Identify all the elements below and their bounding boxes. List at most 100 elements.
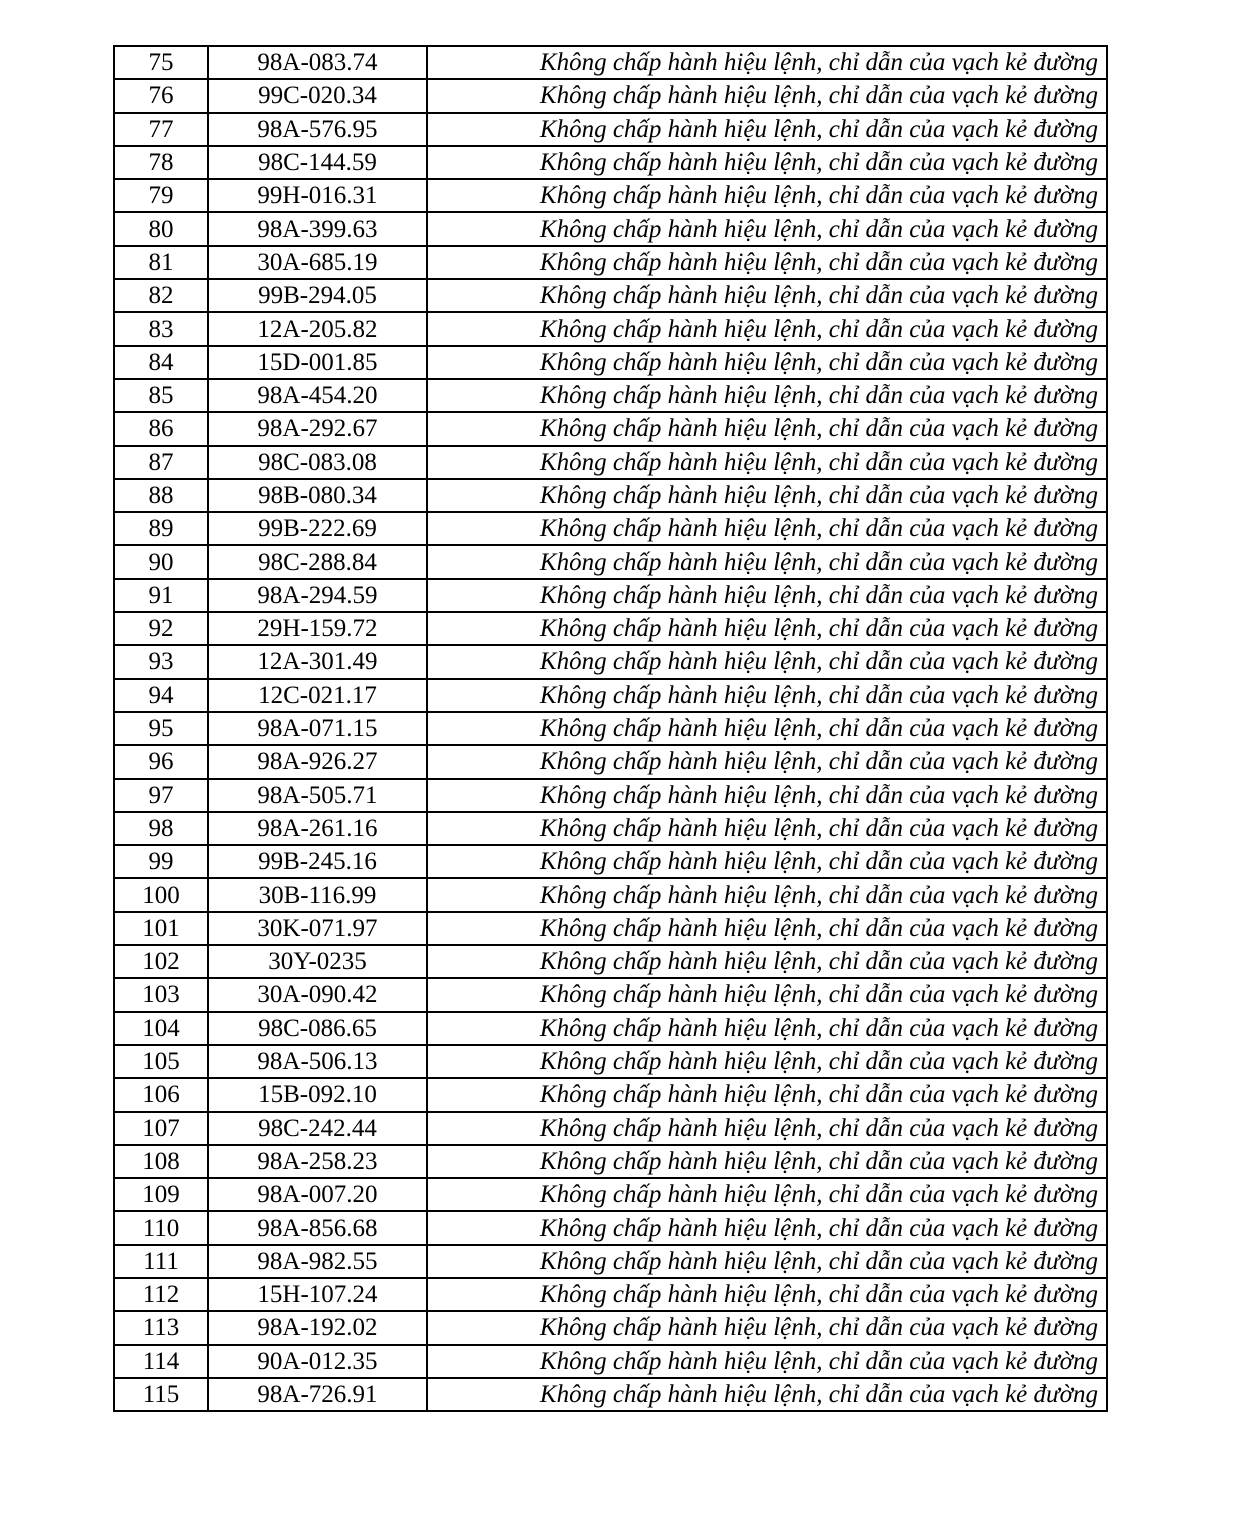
violation-description: Không chấp hành hiệu lệnh, chỉ dẫn của v… xyxy=(426,677,1108,713)
row-number: 113 xyxy=(113,1310,209,1346)
license-plate: 15B-092.10 xyxy=(207,1077,428,1113)
row-number: 76 xyxy=(113,78,209,114)
license-plate: 98A-454.20 xyxy=(207,377,428,414)
license-plate: 98A-505.71 xyxy=(207,777,428,813)
table-row: 99 99B-245.16 Không chấp hành hiệu lệnh, c… xyxy=(113,844,1108,880)
violation-description: Không chấp hành hiệu lệnh, chỉ dẫn của v… xyxy=(426,1177,1108,1213)
row-number: 79 xyxy=(113,178,209,214)
license-plate: 98A-506.13 xyxy=(207,1043,428,1080)
row-number: 104 xyxy=(113,1010,209,1046)
violation-description: Không chấp hành hiệu lệnh, chỉ dẫn của v… xyxy=(426,344,1108,380)
table-row: 106 15B-092.10 Không chấp hành hiệu lệnh, … xyxy=(113,1077,1108,1113)
row-number: 90 xyxy=(113,544,209,580)
table-row: 85 98A-454.20 Không chấp hành hiệu lệnh, c… xyxy=(113,377,1108,414)
row-number: 112 xyxy=(113,1276,209,1313)
table-row: 115 98A-726.91 Không chấp hành hiệu lệnh, … xyxy=(113,1376,1108,1413)
row-number: 88 xyxy=(113,477,209,514)
row-number: 101 xyxy=(113,910,209,947)
violation-description: Không chấp hành hiệu lệnh, chỉ dẫn của v… xyxy=(426,1376,1108,1413)
row-number: 103 xyxy=(113,977,209,1013)
violation-description: Không chấp hành hiệu lệnh, chỉ dẫn của v… xyxy=(426,111,1108,147)
row-number: 91 xyxy=(113,577,209,614)
violation-description: Không chấp hành hiệu lệnh, chỉ dẫn của v… xyxy=(426,777,1108,813)
table-row: 77 98A-576.95 Không chấp hành hiệu lệnh, c… xyxy=(113,111,1108,147)
table-row: 79 99H-016.31 Không chấp hành hiệu lệnh, c… xyxy=(113,178,1108,214)
violations-table-body: 75 98A-083.74 Không chấp hành hiệu lệnh, c… xyxy=(113,44,1108,1413)
table-row: 111 98A-982.55 Không chấp hành hiệu lệnh, … xyxy=(113,1243,1108,1279)
violation-description: Không chấp hành hiệu lệnh, chỉ dẫn của v… xyxy=(426,844,1108,880)
license-plate: 12A-205.82 xyxy=(207,311,428,347)
violation-description: Không chấp hành hiệu lệnh, chỉ dẫn của v… xyxy=(426,178,1108,214)
license-plate: 99H-016.31 xyxy=(207,178,428,214)
row-number: 95 xyxy=(113,710,209,747)
violation-description: Không chấp hành hiệu lệnh, chỉ dẫn của v… xyxy=(426,211,1108,247)
license-plate: 30A-090.42 xyxy=(207,977,428,1013)
license-plate: 98A-576.95 xyxy=(207,111,428,147)
license-plate: 30A-685.19 xyxy=(207,244,428,281)
license-plate: 98A-007.20 xyxy=(207,1177,428,1213)
table-row: 75 98A-083.74 Không chấp hành hiệu lệnh, c… xyxy=(113,44,1108,81)
license-plate: 98A-982.55 xyxy=(207,1243,428,1279)
row-number: 110 xyxy=(113,1210,209,1246)
table-row: 84 15D-001.85 Không chấp hành hiệu lệnh, c… xyxy=(113,344,1108,380)
license-plate: 98A-261.16 xyxy=(207,810,428,847)
table-row: 86 98A-292.67 Không chấp hành hiệu lệnh, c… xyxy=(113,411,1108,447)
violation-description: Không chấp hành hiệu lệnh, chỉ dẫn của v… xyxy=(426,244,1108,281)
row-number: 115 xyxy=(113,1376,209,1413)
table-row: 105 98A-506.13 Không chấp hành hiệu lệnh, … xyxy=(113,1043,1108,1080)
row-number: 87 xyxy=(113,444,209,480)
license-plate: 98A-294.59 xyxy=(207,577,428,614)
license-plate: 98A-926.27 xyxy=(207,744,428,780)
table-row: 80 98A-399.63 Không chấp hành hiệu lệnh, c… xyxy=(113,211,1108,247)
row-number: 105 xyxy=(113,1043,209,1080)
row-number: 75 xyxy=(113,44,209,81)
violation-description: Không chấp hành hiệu lệnh, chỉ dẫn của v… xyxy=(426,444,1108,480)
table-row: 112 15H-107.24 Không chấp hành hiệu lệnh, … xyxy=(113,1276,1108,1313)
license-plate: 98A-192.02 xyxy=(207,1310,428,1346)
license-plate: 29H-159.72 xyxy=(207,611,428,647)
license-plate: 98A-071.15 xyxy=(207,710,428,747)
table-row: 93 12A-301.49 Không chấp hành hiệu lệnh, c… xyxy=(113,644,1108,680)
row-number: 98 xyxy=(113,810,209,847)
violation-description: Không chấp hành hiệu lệnh, chỉ dẫn của v… xyxy=(426,810,1108,847)
row-number: 109 xyxy=(113,1177,209,1213)
table-row: 81 30A-685.19 Không chấp hành hiệu lệnh, c… xyxy=(113,244,1108,281)
table-row: 104 98C-086.65 Không chấp hành hiệu lệnh, … xyxy=(113,1010,1108,1046)
table-row: 88 98B-080.34 Không chấp hành hiệu lệnh, c… xyxy=(113,477,1108,514)
row-number: 85 xyxy=(113,377,209,414)
violation-description: Không chấp hành hiệu lệnh, chỉ dẫn của v… xyxy=(426,44,1108,81)
license-plate: 90A-012.35 xyxy=(207,1343,428,1379)
violation-description: Không chấp hành hiệu lệnh, chỉ dẫn của v… xyxy=(426,611,1108,647)
violation-description: Không chấp hành hiệu lệnh, chỉ dẫn của v… xyxy=(426,577,1108,614)
table-row: 101 30K-071.97 Không chấp hành hiệu lệnh, … xyxy=(113,910,1108,947)
violation-description: Không chấp hành hiệu lệnh, chỉ dẫn của v… xyxy=(426,477,1108,514)
license-plate: 15H-107.24 xyxy=(207,1276,428,1313)
license-plate: 98A-083.74 xyxy=(207,44,428,81)
table-row: 97 98A-505.71 Không chấp hành hiệu lệnh, c… xyxy=(113,777,1108,813)
table-row: 107 98C-242.44 Không chấp hành hiệu lệnh, … xyxy=(113,1110,1108,1146)
table-row: 114 90A-012.35 Không chấp hành hiệu lệnh, … xyxy=(113,1343,1108,1379)
license-plate: 99B-222.69 xyxy=(207,511,428,547)
row-number: 84 xyxy=(113,344,209,380)
row-number: 107 xyxy=(113,1110,209,1146)
violation-description: Không chấp hành hiệu lệnh, chỉ dẫn của v… xyxy=(426,1143,1108,1180)
violation-description: Không chấp hành hiệu lệnh, chỉ dẫn của v… xyxy=(426,78,1108,114)
table-row: 82 99B-294.05 Không chấp hành hiệu lệnh, c… xyxy=(113,278,1108,314)
row-number: 93 xyxy=(113,644,209,680)
row-number: 92 xyxy=(113,611,209,647)
violation-description: Không chấp hành hiệu lệnh, chỉ dẫn của v… xyxy=(426,877,1108,913)
row-number: 102 xyxy=(113,944,209,980)
row-number: 100 xyxy=(113,877,209,913)
license-plate: 98A-726.91 xyxy=(207,1376,428,1413)
table-row: 78 98C-144.59 Không chấp hành hiệu lệnh, c… xyxy=(113,144,1108,181)
violation-description: Không chấp hành hiệu lệnh, chỉ dẫn của v… xyxy=(426,1310,1108,1346)
row-number: 114 xyxy=(113,1343,209,1379)
license-plate: 99C-020.34 xyxy=(207,78,428,114)
table-row: 98 98A-261.16 Không chấp hành hiệu lệnh, c… xyxy=(113,810,1108,847)
violation-description: Không chấp hành hiệu lệnh, chỉ dẫn của v… xyxy=(426,710,1108,747)
table-row: 110 98A-856.68 Không chấp hành hiệu lệnh, … xyxy=(113,1210,1108,1246)
violation-description: Không chấp hành hiệu lệnh, chỉ dẫn của v… xyxy=(426,1276,1108,1313)
license-plate: 12A-301.49 xyxy=(207,644,428,680)
row-number: 82 xyxy=(113,278,209,314)
row-number: 97 xyxy=(113,777,209,813)
